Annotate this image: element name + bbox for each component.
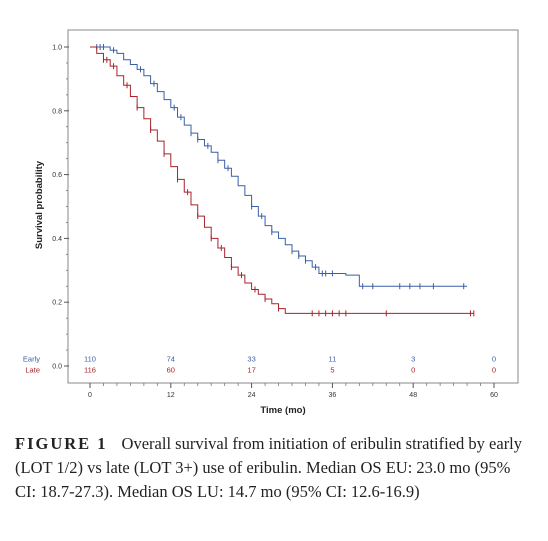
plot-frame bbox=[67, 29, 519, 384]
figure-label: FIGURE 1 bbox=[15, 434, 108, 453]
x-tick-label: 12 bbox=[167, 392, 175, 399]
y-axis-label: Survival probability bbox=[34, 160, 45, 249]
x-tick-label: 60 bbox=[490, 392, 498, 399]
x-tick-label: 48 bbox=[409, 392, 417, 399]
risk-value: 110 bbox=[84, 355, 96, 364]
x-tick-label: 0 bbox=[88, 392, 92, 399]
y-tick-label: 0.4 bbox=[52, 236, 62, 243]
y-tick-label: 1.0 bbox=[52, 45, 62, 52]
risk-value: 11 bbox=[329, 355, 337, 364]
km-curve-late bbox=[90, 46, 474, 314]
risk-row-label: Early bbox=[23, 355, 40, 364]
x-axis-label: Time (mo) bbox=[260, 405, 305, 416]
risk-row-label: Late bbox=[25, 366, 40, 375]
y-tick-label: 0.0 bbox=[52, 364, 62, 371]
km-curve-early bbox=[90, 46, 468, 287]
y-tick-label: 0.8 bbox=[52, 108, 62, 115]
risk-value: 0 bbox=[492, 355, 496, 364]
y-tick-label: 0.2 bbox=[52, 300, 62, 307]
x-tick-label: 36 bbox=[329, 392, 337, 399]
y-tick-label: 0.6 bbox=[52, 172, 62, 179]
km-figure: 0.0 0.2 0.4 0.6 0.8 1.0 0 12 24 36 48 60 Time (mo) Su… bbox=[23, 29, 519, 416]
risk-value: 60 bbox=[167, 366, 175, 375]
risk-value: 17 bbox=[247, 366, 255, 375]
risk-value: 5 bbox=[330, 366, 334, 375]
x-tick-label: 24 bbox=[248, 392, 256, 399]
risk-value: 3 bbox=[411, 355, 415, 364]
risk-value: 0 bbox=[492, 366, 496, 375]
figure-caption: FIGURE 1 Overall survival from initiation… bbox=[15, 432, 535, 504]
risk-value: 74 bbox=[167, 355, 175, 364]
risk-value: 116 bbox=[84, 366, 96, 375]
caption-text: Overall survival from initiation of erib… bbox=[15, 434, 523, 501]
risk-value: 0 bbox=[411, 366, 415, 375]
km-chart: 0.0 0.2 0.4 0.6 0.8 1.0 0 12 24 36 48 60 Time (mo) Su… bbox=[23, 29, 519, 416]
risk-value: 33 bbox=[247, 355, 255, 364]
